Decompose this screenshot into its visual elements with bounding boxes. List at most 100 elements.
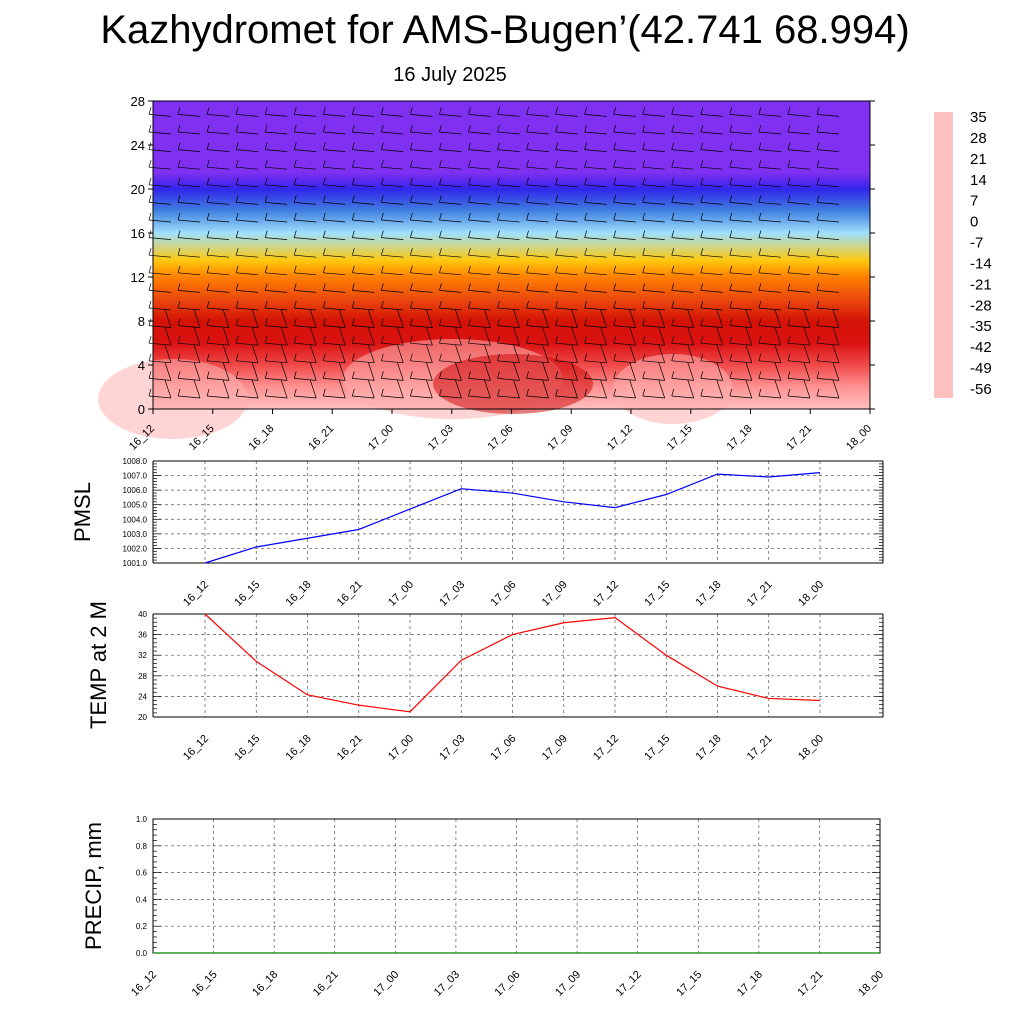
x-tick-label: 16_12 [181, 733, 211, 763]
wind-barb [729, 124, 752, 135]
wind-barb [351, 248, 375, 258]
wind-barb [293, 124, 317, 135]
y-tick-label: 12 [131, 270, 145, 285]
wind-barb [613, 379, 636, 399]
wind-barb [322, 230, 346, 240]
y-axis-label: PMSL [70, 482, 95, 542]
wind-barb [700, 177, 723, 188]
wind-barb [351, 195, 375, 205]
wind-barb [526, 124, 549, 135]
y-tick-label: 16 [131, 226, 145, 241]
wind-barb [700, 160, 723, 170]
wind-barb [584, 309, 607, 328]
wind-barb [293, 160, 317, 170]
y-tick-label: 1008.0 [123, 457, 148, 466]
wind-barb [264, 212, 288, 223]
colorbar-label: 0 [970, 214, 978, 231]
wind-barb [758, 265, 781, 276]
wind-barb [729, 177, 752, 188]
wind-barb [613, 362, 636, 381]
wind-barb [729, 195, 752, 205]
wind-barb [177, 142, 201, 152]
wind-barb [322, 379, 346, 399]
colorbar-label: 21 [970, 151, 987, 168]
colorbar: 35 28 21 14 7 0 -7 -14 -21 -28 -35 -42 -49 -56 [934, 109, 992, 398]
wind-barb [293, 195, 317, 205]
wind-barb [700, 283, 723, 293]
x-tick-label: 16_18 [250, 969, 280, 999]
wind-barb [700, 248, 723, 258]
wind-barb [729, 283, 752, 293]
colorbar-label: -56 [970, 381, 992, 398]
colorbar-label: -14 [970, 255, 992, 272]
wind-barb [526, 344, 549, 364]
wind-barb [351, 107, 375, 117]
wind-barb [497, 379, 520, 399]
wind-barb [177, 248, 201, 258]
wind-barb [410, 265, 433, 276]
wind-barb [729, 107, 752, 117]
wind-barb [526, 248, 549, 258]
wind-barb [410, 107, 433, 117]
wind-barb [264, 379, 288, 399]
wind-barb [758, 212, 781, 223]
wind-barb [439, 160, 462, 170]
wind-barb [206, 195, 230, 205]
wind-barb [206, 283, 230, 293]
wind-barb [787, 107, 810, 117]
wind-barb [410, 195, 433, 205]
wind-barb [729, 327, 753, 346]
wind-barb [351, 283, 375, 293]
wind-barb [526, 177, 549, 188]
y-tick-label: 1007.0 [123, 472, 148, 481]
colorbar-swatch [934, 112, 953, 398]
wind-barb [526, 195, 549, 205]
y-tick-label: 36 [138, 631, 147, 640]
wind-barb [293, 230, 317, 240]
x-tick-label: 18_00 [796, 733, 826, 763]
wind-barb [555, 379, 578, 399]
wind-barb [613, 195, 636, 205]
wind-barb [410, 177, 433, 188]
y-tick-label: 0.6 [136, 869, 148, 878]
wind-barb [439, 379, 462, 399]
wind-barb [293, 265, 317, 276]
y-tick-label: 0.0 [136, 949, 148, 958]
pmsl-panel: 1001.0 1002.0 1003.0 1004.0 1005.0 1006.0 1007… [70, 457, 884, 609]
wind-barb [439, 230, 462, 240]
x-tick-label: 16_21 [311, 969, 341, 999]
series-line [204, 613, 821, 713]
wind-barb [293, 300, 317, 311]
x-tick-label: 18_00 [856, 969, 886, 999]
wind-barb [613, 300, 636, 311]
wind-barb [177, 379, 201, 399]
precip-panel: 16_12 16_15 16_18 16_21 17_00 17_03 17_06 17_09… [81, 815, 886, 999]
wind-barb [468, 160, 491, 170]
colorbar-label: -7 [970, 235, 983, 252]
x-tick-label: 17_21 [745, 733, 775, 763]
wind-barb [322, 283, 346, 293]
x-tick-label: 17_15 [642, 733, 672, 763]
wind-barb [816, 142, 839, 152]
wind-barb [642, 107, 665, 117]
wind-barb [555, 362, 578, 381]
x-tick-label: 17_03 [437, 733, 467, 763]
wind-barb [264, 283, 288, 293]
wind-barb [206, 300, 230, 311]
wind-barb [584, 283, 607, 293]
wind-barb [206, 265, 230, 276]
wind-barb [177, 362, 201, 381]
wind-barb [235, 265, 259, 276]
wind-barb [816, 327, 840, 346]
wind-barb [526, 265, 549, 276]
wind-barb [351, 300, 375, 311]
wind-barb [526, 160, 549, 170]
x-tick-label: 17_12 [591, 579, 621, 609]
wind-barb [468, 230, 491, 240]
wind-barb [729, 309, 753, 328]
x-tick-label: 17_03 [437, 579, 467, 609]
wind-barb [380, 300, 404, 311]
y-tick-label: 8 [138, 314, 145, 329]
wind-barb [177, 230, 201, 240]
wind-barb [235, 283, 259, 293]
